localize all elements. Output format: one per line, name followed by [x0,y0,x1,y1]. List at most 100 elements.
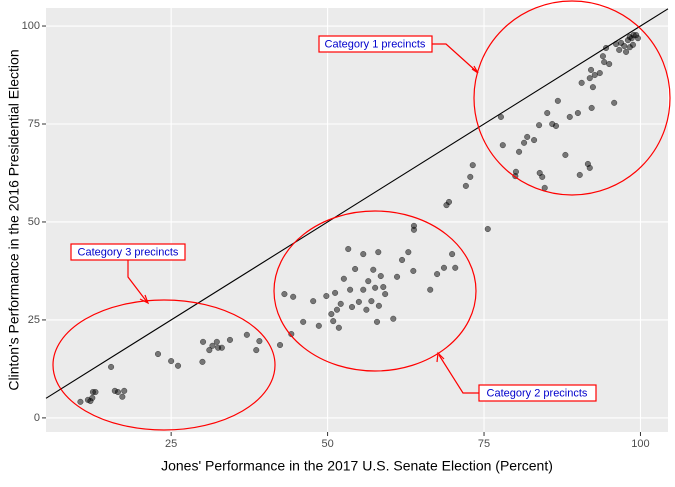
y-tick-label: 75 [28,118,40,130]
point [345,245,352,253]
label-box [318,35,433,53]
point [587,66,595,73]
x-tick-label: 25 [165,438,177,450]
point [154,350,162,358]
point [200,338,207,345]
category-2-ellipse [273,210,477,372]
point [87,397,94,405]
point [536,122,543,129]
point [393,273,401,280]
reference-line [45,8,669,399]
annotations [52,0,671,431]
point [355,298,362,305]
arrowhead [139,294,150,305]
point [375,249,382,256]
point [375,302,382,309]
point [484,225,491,233]
x-tick-label: 75 [478,438,490,450]
point [562,151,569,159]
point [531,137,538,144]
point [589,84,596,91]
point [541,184,548,191]
point [352,265,359,273]
point [114,388,122,396]
point [606,60,613,68]
point [586,164,593,171]
arrow [127,260,148,303]
point [380,283,387,291]
point [521,139,528,146]
point [330,318,337,325]
point [340,275,347,282]
point [108,363,115,371]
point [323,292,330,300]
x-tick-label: 50 [321,438,333,450]
point [174,362,182,369]
point [574,109,581,117]
point [368,298,375,305]
point [544,109,551,117]
point [449,251,456,258]
annotation-label: Category 2 precincts [487,387,588,399]
point [199,358,206,365]
point [634,35,642,42]
point [434,271,441,278]
point [168,358,175,365]
point [611,99,618,106]
point [410,267,417,274]
point [243,331,250,338]
category-3-ellipse [52,299,276,431]
point [516,148,523,155]
y-tick-label: 50 [28,216,40,228]
arrowhead [471,65,479,74]
point [588,104,595,111]
point [405,249,412,256]
point [213,338,220,345]
point [440,264,448,271]
point [554,97,561,104]
point [119,393,126,400]
y-tick-label: 100 [22,20,40,32]
point [365,278,372,285]
point [586,75,593,82]
point [315,322,322,329]
y-tick-label: 25 [28,314,40,326]
point [276,341,284,349]
point [410,222,417,229]
point [539,173,546,180]
point [347,286,354,293]
label-box [70,243,186,261]
point [288,330,295,338]
point [524,133,531,140]
point [256,338,263,345]
point [576,171,583,178]
point [209,342,216,349]
point [206,347,213,354]
point [497,113,504,120]
point [377,272,384,280]
point [623,48,630,55]
point [77,398,84,405]
y-axis-title: Clinton's Performance in the 2016 Presid… [6,49,22,390]
point [382,291,389,298]
x-axis-title: Jones' Performance in the 2017 U.S. Sena… [161,458,553,474]
point [335,324,342,331]
point [445,198,453,206]
arrow [438,354,479,394]
x-tick-label: 100 [631,438,649,450]
point [348,303,356,311]
point [328,310,335,318]
point [427,286,434,293]
point [390,315,397,322]
point [629,41,637,48]
point [599,53,606,60]
point [552,122,560,130]
point [469,162,476,169]
point [332,289,339,296]
point [578,79,585,86]
label-box [478,384,597,402]
point [452,264,459,271]
point [121,387,128,394]
point [370,266,377,273]
